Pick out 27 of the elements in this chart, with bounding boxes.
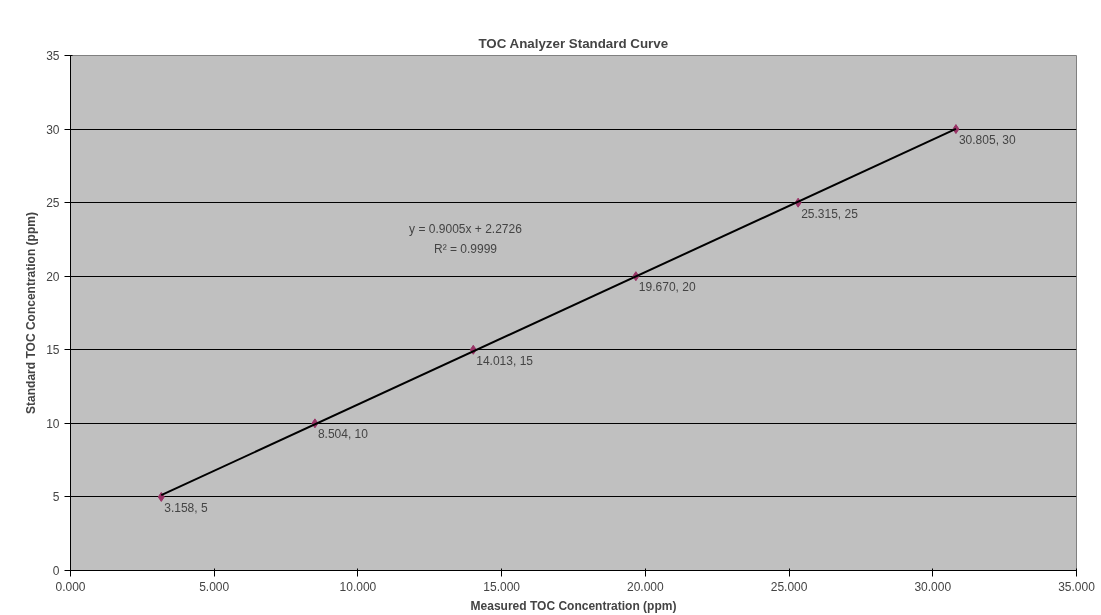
annotation: y = 0.9005x + 2.2726 bbox=[409, 221, 523, 236]
y-tick-label: 35 bbox=[46, 49, 60, 63]
data-label: 14.013, 15 bbox=[476, 353, 534, 368]
y-tick-label: 10 bbox=[46, 416, 60, 431]
x-tick-label: 25.000 bbox=[770, 579, 808, 594]
x-tick-label: 20.000 bbox=[627, 579, 665, 594]
x-tick-label: 30.000 bbox=[914, 579, 952, 594]
y-tick-label: 5 bbox=[52, 490, 60, 505]
y-tick-label: 30 bbox=[46, 122, 60, 137]
x-tick-label: 15.000 bbox=[483, 579, 521, 594]
y-tick-label: 25 bbox=[46, 196, 60, 211]
y-tick-label: 20 bbox=[46, 269, 60, 284]
x-tick-label: 0.000 bbox=[55, 579, 86, 594]
data-label: 25.315, 25 bbox=[801, 206, 859, 221]
data-label: 30.805, 30 bbox=[958, 133, 1016, 148]
y-tick-label: 0 bbox=[52, 564, 60, 578]
y-tick-label: 15 bbox=[46, 343, 60, 358]
x-tick-label: 35.000 bbox=[1058, 579, 1096, 594]
data-label: 8.504, 10 bbox=[317, 427, 369, 442]
x-tick-label: 10.000 bbox=[339, 579, 377, 594]
x-axis-title: Measured TOC Concentration (ppm) bbox=[470, 598, 677, 613]
x-tick-label: 5.000 bbox=[199, 579, 230, 594]
data-label: 3.158, 5 bbox=[164, 500, 208, 515]
chart-title: TOC Analyzer Standard Curve bbox=[478, 35, 669, 51]
data-label: 19.670, 20 bbox=[638, 280, 696, 295]
annotation: R² = 0.9999 bbox=[433, 241, 498, 256]
y-axis-title: Standard TOC Concentration (ppm) bbox=[24, 212, 39, 414]
